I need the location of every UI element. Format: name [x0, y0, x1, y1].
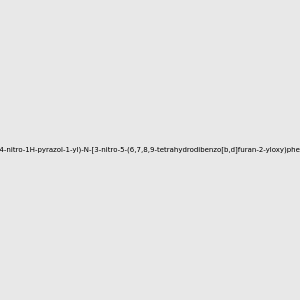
Text: 4-(3,5-dimethyl-4-nitro-1H-pyrazol-1-yl)-N-[3-nitro-5-(6,7,8,9-tetrahydrodibenzo: 4-(3,5-dimethyl-4-nitro-1H-pyrazol-1-yl)… — [0, 147, 300, 153]
